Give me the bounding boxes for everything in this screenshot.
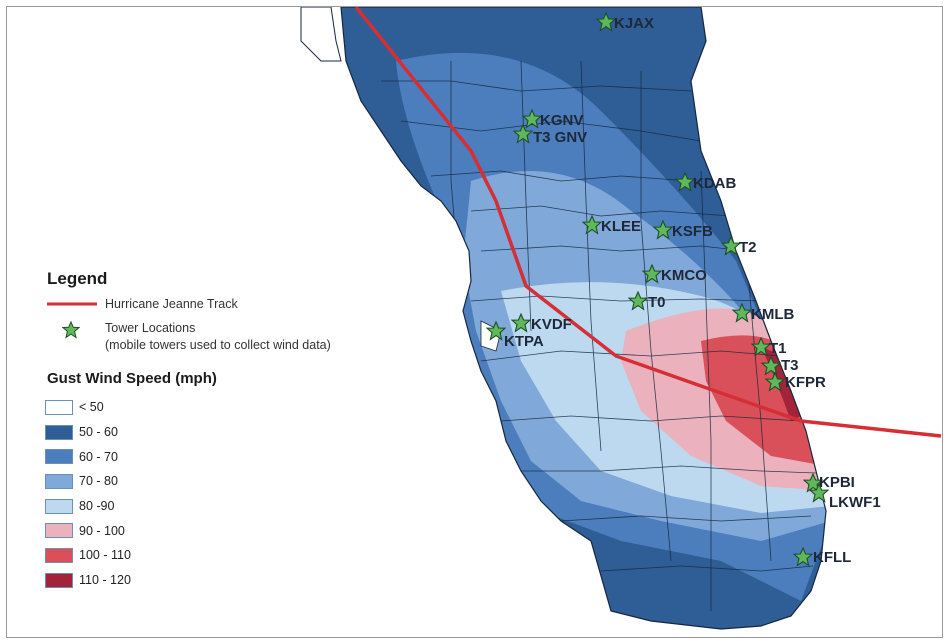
station-t1[interactable]: T1 xyxy=(751,337,787,357)
legend-class-label: 50 - 60 xyxy=(79,425,118,440)
legend-class-label: 110 - 120 xyxy=(79,573,131,588)
hurricane-track-line xyxy=(354,7,942,438)
gust-classes: < 50 50 - 60 60 - 70 70 - 80 80 -90 90 - 100 1… xyxy=(45,395,375,593)
station-kgnv[interactable]: KGNV xyxy=(522,109,583,129)
station-kjax[interactable]: KJAX xyxy=(596,12,654,32)
star-icon xyxy=(62,321,80,339)
svg-text:T2: T2 xyxy=(739,239,757,256)
svg-text:KFLL: KFLL xyxy=(813,549,851,566)
station-kmlb[interactable]: KMLB xyxy=(732,303,794,323)
station-ktpa[interactable]: KTPA xyxy=(486,321,544,350)
svg-text:KDAB: KDAB xyxy=(693,175,736,192)
legend-class-label: < 50 xyxy=(79,400,104,415)
legend-title: Legend xyxy=(47,269,108,288)
svg-text:KTPA: KTPA xyxy=(504,333,544,350)
legend-class-label: 90 - 100 xyxy=(79,523,125,538)
svg-text:KMCO: KMCO xyxy=(661,267,707,284)
legend-class-row: 80 -90 xyxy=(45,494,375,519)
legend-swatch xyxy=(45,473,73,489)
georgia-boundary xyxy=(300,7,342,62)
legend-class-label: 80 -90 xyxy=(79,499,115,514)
svg-text:T3 GNV: T3 GNV xyxy=(533,129,587,146)
svg-text:KVDF: KVDF xyxy=(531,316,572,333)
wind-zones xyxy=(341,7,826,629)
station-t0[interactable]: T0 xyxy=(628,291,666,311)
map-frame: KJAX KGNV T3 GNV KDAB KLEE KSFB T2 KMCO … xyxy=(6,6,943,638)
legend-class-row: 70 - 80 xyxy=(45,469,375,494)
legend-class-row: 50 - 60 xyxy=(45,420,375,445)
legend-class-row: 60 - 70 xyxy=(45,444,375,469)
svg-text:KJAX: KJAX xyxy=(614,15,654,32)
svg-text:KFPR: KFPR xyxy=(785,374,826,391)
coastline xyxy=(340,7,827,630)
track-label: Hurricane Jeanne Track xyxy=(105,297,238,311)
station-kfll[interactable]: KFLL xyxy=(793,547,851,566)
svg-text:KMLB: KMLB xyxy=(751,306,794,323)
svg-text:KSFB: KSFB xyxy=(672,223,713,240)
station-kmco[interactable]: KMCO xyxy=(642,264,707,284)
legend-swatch xyxy=(45,498,73,514)
svg-text:KGNV: KGNV xyxy=(540,112,583,129)
station-t3-gnv[interactable]: T3 GNV xyxy=(513,124,587,146)
svg-text:T3: T3 xyxy=(781,357,799,374)
legend-tower-row: Tower Locations (mobile towers used to c… xyxy=(45,321,375,352)
station-markers: KJAX KGNV T3 GNV KDAB KLEE KSFB T2 KMCO … xyxy=(486,12,881,566)
tower-note: (mobile towers used to collect wind data… xyxy=(105,338,331,352)
legend-track-row: Hurricane Jeanne Track xyxy=(45,297,375,311)
legend-class-row: < 50 xyxy=(45,395,375,420)
legend-swatch xyxy=(45,399,73,415)
svg-text:T0: T0 xyxy=(648,294,666,311)
legend-class-label: 100 - 110 xyxy=(79,548,131,563)
legend-swatch xyxy=(45,572,73,588)
legend-class-row: 110 - 120 xyxy=(45,568,375,593)
station-ksfb[interactable]: KSFB xyxy=(653,220,713,240)
florida-wind-map: KJAX KGNV T3 GNV KDAB KLEE KSFB T2 KMCO … xyxy=(300,7,942,630)
legend-class-label: 70 - 80 xyxy=(79,474,118,489)
legend-panel: Legend Hurricane Jeanne Track Tower Loca… xyxy=(45,269,375,593)
station-lkwf1[interactable]: LKWF1 xyxy=(809,483,881,511)
legend-class-row: 90 - 100 xyxy=(45,518,375,543)
legend-swatch xyxy=(45,547,73,563)
svg-text:T1: T1 xyxy=(769,340,787,357)
legend-swatch xyxy=(45,449,73,465)
legend-class-label: 60 - 70 xyxy=(79,449,118,464)
svg-text:LKWF1: LKWF1 xyxy=(829,494,881,511)
station-klee[interactable]: KLEE xyxy=(582,215,641,235)
legend-swatch xyxy=(45,523,73,539)
tower-label: Tower Locations xyxy=(105,321,196,335)
gust-title: Gust Wind Speed (mph) xyxy=(47,370,217,387)
station-t3[interactable]: T3 xyxy=(761,356,799,375)
station-t2[interactable]: T2 xyxy=(721,236,757,256)
track-line-icon xyxy=(47,302,97,306)
legend-swatch xyxy=(45,424,73,440)
station-kpbi[interactable]: KPBI xyxy=(803,473,855,492)
station-kvdf[interactable]: KVDF xyxy=(511,313,572,333)
svg-text:KPBI: KPBI xyxy=(819,474,855,491)
station-kfpr[interactable]: KFPR xyxy=(765,372,826,391)
svg-text:KLEE: KLEE xyxy=(601,218,641,235)
legend-class-row: 100 - 110 xyxy=(45,543,375,568)
station-kdab[interactable]: KDAB xyxy=(675,172,736,192)
